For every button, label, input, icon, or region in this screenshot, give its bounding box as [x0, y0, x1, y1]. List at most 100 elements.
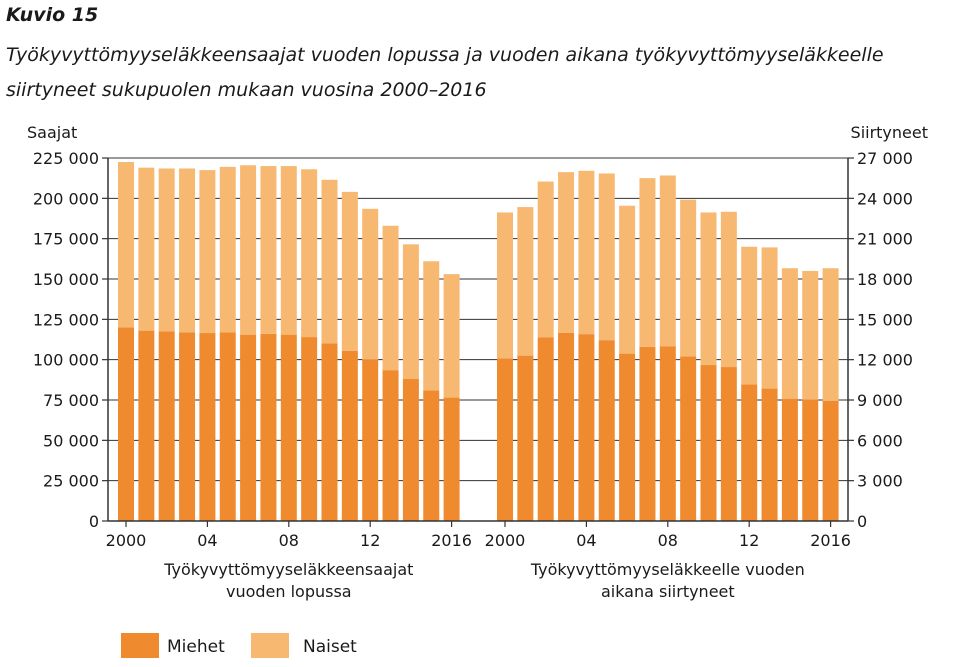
bar-miehet [639, 346, 656, 521]
bar-naiset [761, 247, 778, 389]
bar-naiset [301, 169, 318, 338]
bar-miehet [260, 333, 277, 521]
x-tick-label: 12 [360, 531, 380, 550]
figure-number: Kuvio 15 [6, 4, 99, 26]
bar-naiset [639, 178, 656, 347]
bar-miehet [741, 384, 758, 521]
axes [102, 157, 854, 527]
bar-naiset [443, 274, 460, 398]
right-tick-label: 21 000 [857, 230, 913, 249]
bar-miehet [240, 334, 257, 521]
right-tick-label: 12 000 [857, 351, 913, 370]
bar-naiset [321, 179, 338, 344]
figure-title: Työkyvyttömyyseläkkeensaajat vuoden lopu… [6, 44, 884, 101]
bar-miehet [138, 330, 155, 521]
bar-miehet [558, 332, 575, 521]
left-tick-label: 100 000 [33, 351, 99, 370]
bar-miehet [578, 334, 595, 521]
bar-miehet [700, 365, 717, 521]
x-tick-label: 08 [279, 531, 299, 550]
bar-miehet [598, 340, 615, 521]
right-tick-label: 18 000 [857, 270, 913, 289]
bar-naiset [382, 225, 399, 371]
bar-naiset [619, 205, 636, 354]
left-tick-label: 50 000 [43, 431, 99, 450]
gridlines [108, 157, 848, 482]
bar-miehet [402, 379, 419, 521]
bar-naiset [497, 212, 513, 359]
bar-naiset [720, 211, 737, 368]
bar-miehet [497, 358, 513, 521]
right-tick-label: 9 000 [857, 391, 903, 410]
bar-naiset [578, 170, 595, 335]
bar-naiset [659, 175, 676, 347]
bar-naiset [158, 168, 175, 332]
bar-naiset [179, 168, 196, 333]
bar-naiset [118, 162, 134, 328]
x-tick-label: 04 [197, 531, 217, 550]
bar-naiset [402, 244, 419, 380]
bar-miehet [443, 397, 460, 521]
right-tick-label: 27 000 [857, 149, 913, 168]
panel-label: aikana siirtyneet [601, 582, 735, 601]
bar-naiset [280, 166, 297, 335]
bar-naiset [802, 270, 819, 400]
right-tick-label: 24 000 [857, 189, 913, 208]
bar-naiset [741, 246, 758, 385]
left-tick-label: 150 000 [33, 270, 99, 289]
left-tick-label: 200 000 [33, 189, 99, 208]
bar-miehet [822, 400, 839, 521]
left-tick-label: 75 000 [43, 391, 99, 410]
left-tick-label: 225 000 [33, 149, 99, 168]
bar-miehet [118, 327, 134, 521]
x-tick-label: 2016 [431, 531, 472, 550]
bar-naiset [260, 166, 277, 334]
legend-label-naiset: Naiset [303, 637, 357, 657]
bar-naiset [537, 181, 554, 338]
bar-miehet [781, 398, 798, 521]
panel-label: Työkyvyttömyyseläkkeensaajat [163, 560, 413, 579]
bar-miehet [179, 332, 196, 521]
left-axis-title: Saajat [27, 123, 77, 142]
x-tick-label: 08 [658, 531, 678, 550]
legend-label-miehet: Miehet [167, 637, 225, 657]
bar-naiset [558, 172, 575, 333]
bar-naiset [138, 167, 155, 331]
bar-miehet [301, 337, 318, 521]
bar-naiset [598, 173, 615, 341]
left-tick-label: 125 000 [33, 310, 99, 329]
right-tick-label: 3 000 [857, 472, 903, 491]
x-tick-label: 2016 [810, 531, 851, 550]
bar-miehet [537, 337, 554, 521]
legend-swatch-miehet [121, 633, 159, 658]
bar-miehet [199, 333, 216, 521]
bar-naiset [700, 212, 717, 366]
bar-naiset [341, 191, 358, 351]
x-tick-label: 12 [739, 531, 759, 550]
bars [118, 162, 839, 521]
bar-miehet [219, 332, 236, 521]
left-tick-label: 0 [89, 512, 99, 531]
right-tick-label: 6 000 [857, 431, 903, 450]
bar-miehet [761, 388, 778, 521]
bar-miehet [321, 343, 338, 521]
bar-naiset [781, 268, 798, 399]
bar-naiset [680, 199, 697, 357]
bar-naiset [822, 268, 839, 401]
bar-miehet [659, 346, 676, 521]
bar-naiset [219, 166, 236, 333]
left-tick-label: 175 000 [33, 230, 99, 249]
bar-naiset [423, 261, 440, 391]
labels: 0 0 25 000 3 000 50 000 6 000 75 000 9 000 100 0… [27, 123, 928, 601]
bar-naiset [240, 165, 257, 335]
x-tick-label: 2000 [485, 531, 526, 550]
right-axis-title: Siirtyneet [851, 123, 928, 142]
bar-miehet [382, 370, 399, 521]
bar-miehet [423, 390, 440, 521]
bar-naiset [199, 170, 216, 334]
bar-miehet [680, 356, 697, 521]
legend: Miehet Naiset [121, 633, 357, 658]
bar-miehet [341, 350, 358, 521]
bar-miehet [280, 334, 297, 521]
